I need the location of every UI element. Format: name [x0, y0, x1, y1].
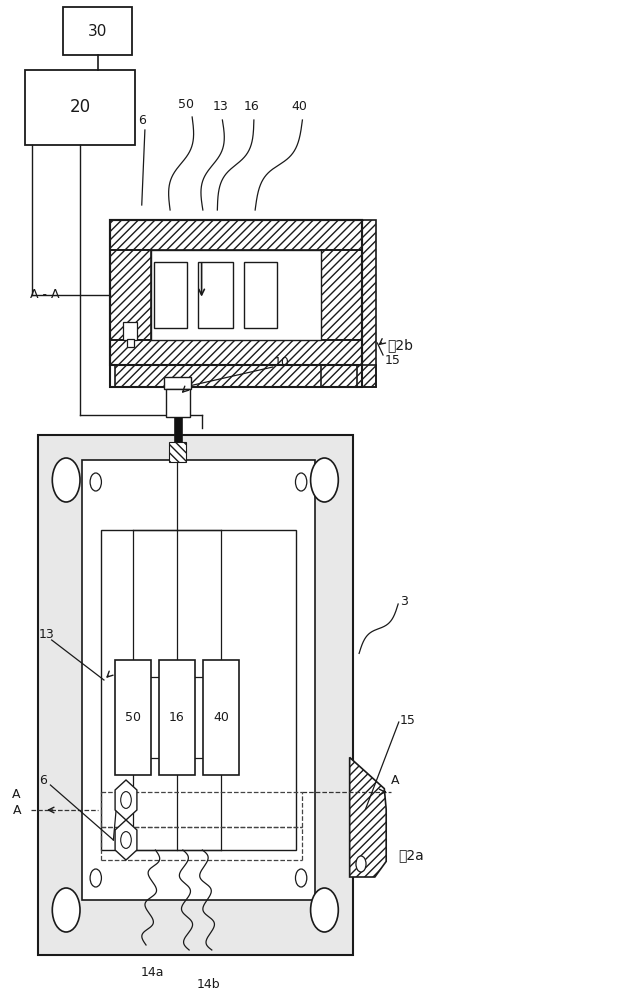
- Bar: [123, 322, 137, 340]
- Bar: [154, 262, 187, 328]
- Bar: [115, 365, 357, 387]
- Text: 6: 6: [138, 113, 146, 126]
- Text: A: A: [13, 804, 22, 816]
- Circle shape: [311, 888, 338, 932]
- Circle shape: [356, 856, 366, 872]
- Bar: [164, 377, 191, 389]
- Bar: [110, 250, 151, 340]
- Bar: [321, 365, 376, 387]
- Bar: [174, 417, 182, 442]
- Bar: [321, 365, 376, 387]
- Text: 40: 40: [291, 101, 307, 113]
- Text: 14a: 14a: [140, 966, 164, 980]
- Bar: [110, 220, 362, 250]
- Polygon shape: [115, 820, 137, 860]
- Circle shape: [90, 869, 101, 887]
- Polygon shape: [115, 780, 137, 820]
- Text: 10: 10: [274, 357, 290, 369]
- Bar: [362, 220, 376, 387]
- Text: A - A: A - A: [30, 288, 60, 302]
- Text: 20: 20: [70, 99, 91, 116]
- Bar: [362, 220, 376, 387]
- Circle shape: [90, 473, 101, 491]
- Text: 6: 6: [39, 774, 47, 786]
- Circle shape: [52, 458, 80, 502]
- Bar: [110, 220, 362, 387]
- Bar: [115, 365, 357, 387]
- Bar: [198, 262, 233, 328]
- Bar: [169, 442, 186, 462]
- Circle shape: [295, 869, 307, 887]
- Text: A: A: [391, 774, 400, 786]
- Bar: [110, 250, 151, 340]
- Bar: [110, 220, 362, 365]
- Bar: [63, 7, 132, 55]
- Text: 13: 13: [213, 101, 228, 113]
- Text: 15: 15: [400, 714, 416, 728]
- Bar: [25, 70, 135, 145]
- Circle shape: [311, 458, 338, 502]
- Bar: [110, 340, 362, 365]
- Text: 3: 3: [400, 595, 408, 608]
- Text: A: A: [11, 788, 20, 800]
- Bar: [244, 262, 277, 328]
- Bar: [101, 530, 296, 850]
- Text: 50: 50: [178, 99, 194, 111]
- Text: 16: 16: [169, 711, 185, 724]
- Circle shape: [121, 792, 131, 808]
- Text: 15: 15: [384, 354, 400, 366]
- Circle shape: [121, 832, 131, 848]
- Bar: [151, 250, 321, 340]
- Text: 30: 30: [88, 23, 107, 38]
- Text: 14b: 14b: [197, 978, 220, 992]
- Bar: [321, 250, 362, 340]
- Circle shape: [52, 888, 80, 932]
- Circle shape: [295, 473, 307, 491]
- Bar: [203, 660, 239, 775]
- Bar: [110, 340, 362, 365]
- Polygon shape: [350, 757, 386, 877]
- Bar: [321, 250, 362, 340]
- Bar: [38, 435, 353, 955]
- Bar: [115, 660, 151, 775]
- Text: 16: 16: [244, 101, 260, 113]
- Text: 图2a: 图2a: [398, 848, 424, 862]
- Bar: [110, 220, 362, 250]
- Bar: [166, 389, 190, 417]
- Bar: [127, 339, 134, 347]
- Bar: [159, 660, 195, 775]
- Text: 13: 13: [39, 629, 55, 642]
- Bar: [82, 460, 315, 900]
- Text: 图2b: 图2b: [387, 338, 413, 352]
- Text: 50: 50: [125, 711, 141, 724]
- Text: 40: 40: [213, 711, 229, 724]
